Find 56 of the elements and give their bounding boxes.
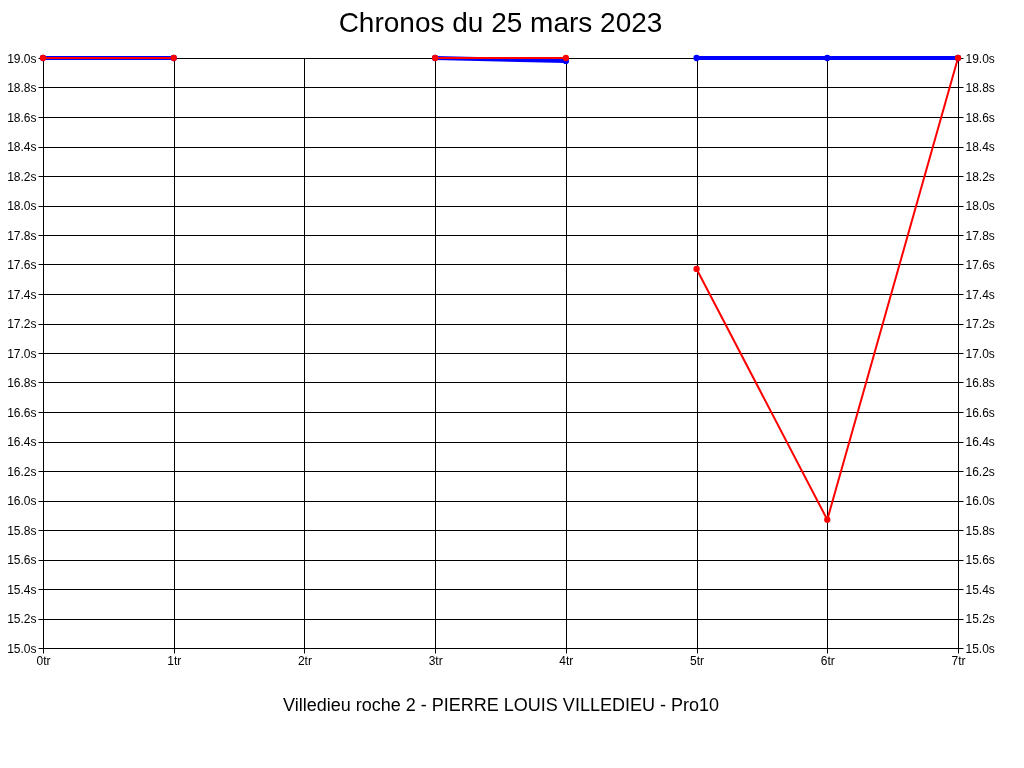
- y2-tick-label: 17.8s: [965, 228, 995, 243]
- y-tick-label: 16.2s: [7, 464, 37, 479]
- y-tick-label: 18.2s: [7, 169, 37, 184]
- point: [824, 54, 831, 62]
- y2-tick-label: 17.4s: [965, 287, 995, 302]
- y-tick-label: 17.2s: [7, 317, 37, 331]
- y-tick-label: 18.4s: [7, 140, 37, 154]
- y-tick-label: 17.0s: [7, 346, 37, 361]
- y2-tick-label: 18.0s: [965, 199, 995, 213]
- y2-tick-label: 18.4s: [965, 140, 995, 154]
- y2-tick-label: 17.6s: [965, 258, 995, 272]
- x-tick-label: 2tr: [297, 653, 312, 668]
- y2-tick-label: 15.4s: [965, 582, 995, 597]
- y-tick-label: 17.6s: [7, 258, 37, 272]
- y2-tick-label: 15.2s: [965, 612, 995, 626]
- y-tick-label: 15.8s: [7, 523, 37, 538]
- y2-tick-label: 17.2s: [965, 317, 995, 331]
- y2-tick-label: 18.2s: [965, 169, 995, 184]
- y2-tick-label: 16.4s: [965, 435, 995, 449]
- y-tick-label: 15.2s: [7, 612, 37, 626]
- x-axis-title: Villedieu roche 2 - PIERRE LOUIS VILLEDIEU - Pro10: [283, 694, 719, 715]
- y-tick-label: 16.0s: [7, 494, 37, 508]
- y-tick-label: 15.0s: [7, 641, 37, 656]
- y2-tick-label: 15.0s: [965, 641, 995, 656]
- y2-tick-label: 15.6s: [965, 553, 995, 567]
- y2-tick-label: 18.6s: [965, 110, 995, 125]
- x-tick-label: 4tr: [559, 653, 574, 668]
- y2-tick-label: 16.0s: [965, 494, 995, 508]
- point: [693, 265, 700, 273]
- y2-tick-label: 16.8s: [965, 376, 995, 390]
- x-tick-label: 6tr: [820, 653, 835, 668]
- y2-tick-label: 17.0s: [965, 346, 995, 361]
- y-tick-label: 16.6s: [7, 405, 37, 420]
- y-tick-label: 17.4s: [7, 287, 37, 302]
- x-tick-label: 7tr: [951, 653, 966, 668]
- y2-tick-label: 16.2s: [965, 464, 995, 479]
- y-tick-label: 16.8s: [7, 376, 37, 390]
- x-tick-label: 0tr: [36, 653, 51, 668]
- x-tick-label: 3tr: [428, 653, 443, 668]
- y-tick-label: 18.0s: [7, 199, 37, 213]
- y-tick-label: 18.8s: [7, 81, 37, 95]
- chart-title: Chronos du 25 mars 2023: [338, 7, 663, 38]
- x-tick-label: 1tr: [167, 653, 182, 668]
- y2-tick-label: 15.8s: [965, 523, 995, 538]
- y-tick-label: 15.6s: [7, 553, 37, 567]
- x-tick-label: 5tr: [690, 653, 705, 668]
- y2-tick-label: 18.8s: [965, 81, 995, 95]
- y-tick-label: 16.4s: [7, 435, 37, 449]
- y2-tick-label: 19.0s: [965, 51, 995, 66]
- point: [693, 54, 700, 62]
- y2-tick-label: 16.6s: [965, 405, 995, 420]
- point: [824, 516, 831, 523]
- y-tick-label: 18.6s: [7, 110, 37, 125]
- y-tick-label: 17.8s: [7, 228, 37, 243]
- y-tick-label: 15.4s: [7, 582, 37, 597]
- y-tick-label: 19.0s: [7, 51, 37, 66]
